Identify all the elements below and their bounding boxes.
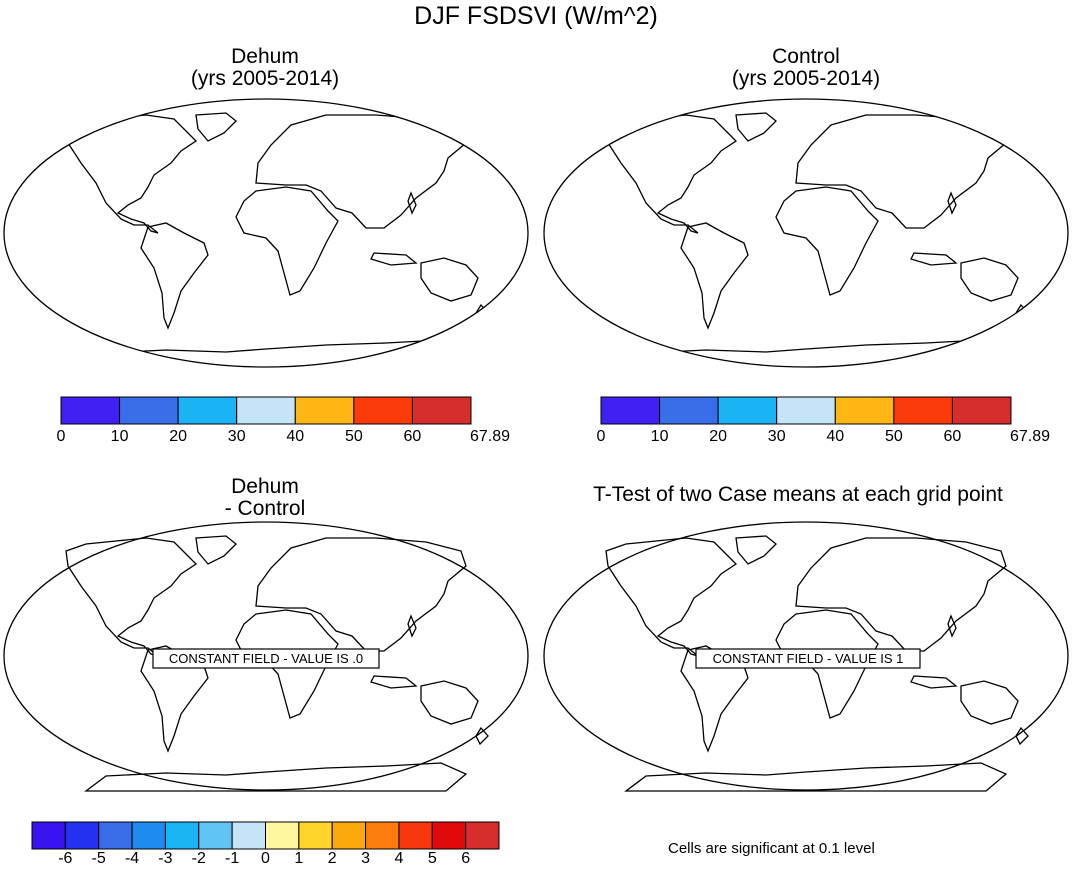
colorbar-control-tick-label: 40: [826, 428, 845, 445]
colorbar-difference-tick-label: 0: [261, 850, 270, 867]
colorbar-control-swatch: [893, 396, 953, 425]
colorbar-difference-tick-label: 6: [461, 850, 471, 867]
constant-field-label-ttest: CONSTANT FIELD - VALUE IS 1: [713, 651, 904, 666]
colorbar-difference-swatch: [31, 821, 66, 850]
colorbar-difference-swatch: [365, 821, 400, 850]
colorbar-difference-tick-label: 1: [294, 850, 304, 867]
colorbar-control-tick-label: 30: [767, 428, 786, 445]
panel-3-title: Dehum - Control: [224, 475, 306, 520]
colorbar-difference-tick-label: 3: [361, 850, 371, 867]
colorbar-dehum-swatch: [236, 396, 296, 425]
colorbar-dehum-swatch: [119, 396, 179, 425]
colorbar-dehum-tick-label: 30: [227, 428, 246, 445]
colorbar-dehum-tick-label: 67.89: [469, 428, 511, 445]
colorbar-dehum-swatch: [294, 396, 355, 425]
colorbar-control-swatch: [659, 396, 719, 425]
main-title: DJF FSDSVI (W/m^2): [414, 2, 658, 30]
panel-1-title: Dehum (yrs 2005-2014): [190, 45, 340, 90]
colorbar-difference-swatch: [331, 821, 367, 850]
colorbar-difference-swatch: [231, 821, 266, 850]
colorbar-difference-swatch: [265, 821, 300, 850]
colorbar-difference-tick-label: -3: [158, 850, 173, 867]
colorbar-control-tick-label: 20: [709, 428, 728, 445]
colorbar-control-swatch: [951, 396, 1012, 425]
colorbar-difference-tick-label: -1: [225, 850, 240, 867]
colorbar-difference-swatch: [298, 821, 333, 850]
colorbar-difference-swatch: [198, 821, 233, 850]
colorbar-difference: [31, 821, 500, 850]
colorbar-control: [600, 396, 1012, 425]
map-panel-dehum: [3, 98, 529, 368]
colorbar-dehum-swatch: [177, 396, 238, 425]
colorbar-difference-tick-label: -4: [124, 850, 140, 867]
colorbar-control-swatch: [834, 396, 895, 425]
colorbar-dehum-tick-label: 50: [344, 428, 363, 445]
colorbar-control-swatch: [776, 396, 836, 425]
colorbar-dehum-tick-label: 0: [56, 428, 66, 445]
map-panel-control: [543, 98, 1069, 368]
colorbar-dehum: [60, 396, 472, 425]
colorbar-difference-swatch: [131, 821, 166, 850]
panel-4-title: T-Test of two Case means at each grid po…: [593, 483, 1003, 506]
colorbar-difference-swatch: [64, 821, 100, 850]
colorbar-difference-tick-label: -5: [91, 850, 106, 867]
colorbar-control-swatch: [600, 396, 661, 425]
colorbar-control-tick-label: 50: [884, 428, 903, 445]
significance-note: Cells are significant at 0.1 level: [668, 840, 875, 857]
colorbar-dehum-swatch: [411, 396, 472, 425]
colorbar-difference-swatch: [164, 821, 200, 850]
colorbar-dehum-tick-label: 60: [403, 428, 422, 445]
colorbar-difference-tick-label: -6: [58, 850, 73, 867]
colorbar-difference-swatch: [465, 821, 500, 850]
colorbar-dehum-tick-label: 40: [286, 428, 305, 445]
colorbar-difference-swatch: [431, 821, 467, 850]
colorbar-difference-tick-label: -2: [191, 850, 206, 867]
colorbar-control-tick-label: 60: [943, 428, 962, 445]
colorbar-difference-tick-label: 2: [327, 850, 337, 867]
colorbar-dehum-swatch: [60, 396, 121, 425]
colorbar-dehum-tick-label: 20: [169, 428, 188, 445]
panel-2-title: Control (yrs 2005-2014): [731, 45, 881, 90]
colorbar-control-tick-label: 10: [650, 428, 669, 445]
colorbar-difference-tick-label: 5: [427, 850, 437, 867]
colorbar-difference-tick-label: 4: [394, 850, 404, 867]
colorbar-difference-swatch: [398, 821, 433, 850]
colorbar-difference-swatch: [98, 821, 133, 850]
colorbar-dehum-tick-label: 10: [110, 428, 129, 445]
colorbar-control-swatch: [717, 396, 778, 425]
map-panel-difference: CONSTANT FIELD - VALUE IS .0: [3, 521, 529, 792]
colorbar-control-tick-label: 0: [596, 428, 606, 445]
colorbar-dehum-swatch: [353, 396, 413, 425]
constant-field-label-diff: CONSTANT FIELD - VALUE IS .0: [169, 651, 363, 666]
colorbar-control-tick-label: 67.89: [1009, 428, 1051, 445]
map-panel-ttest: CONSTANT FIELD - VALUE IS 1: [543, 521, 1069, 792]
